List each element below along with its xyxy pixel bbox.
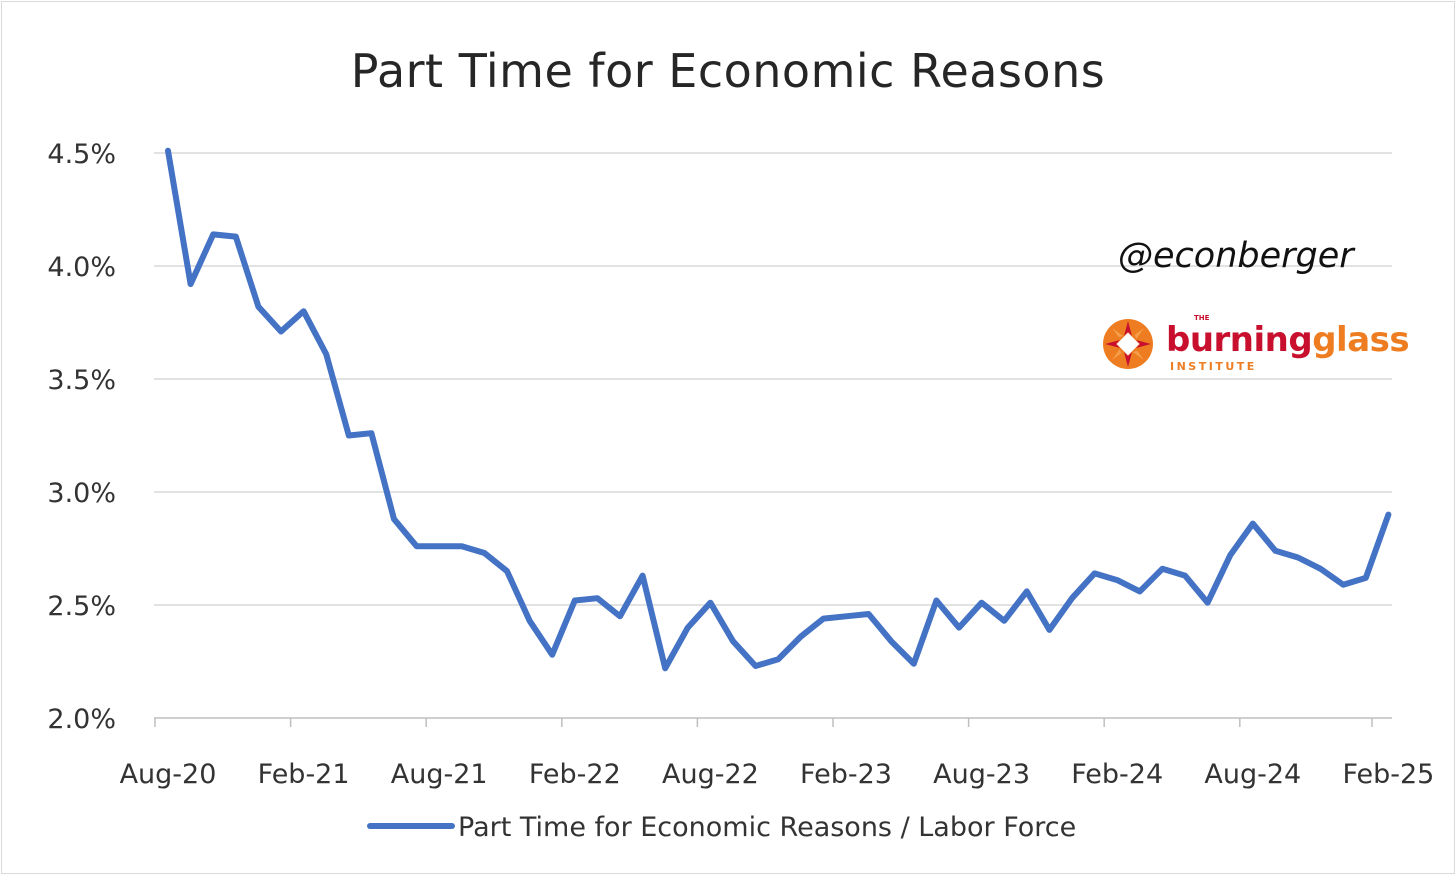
x-tick-label: Aug-24 bbox=[1204, 759, 1301, 790]
x-tick-label: Aug-22 bbox=[662, 759, 759, 790]
gridlines bbox=[154, 152, 1392, 606]
series-layer bbox=[165, 147, 1392, 672]
logo-institute: INSTITUTE bbox=[1170, 360, 1257, 373]
y-tick-label: 2.0% bbox=[47, 704, 116, 735]
logo-wordmark: burningglass bbox=[1166, 320, 1410, 360]
x-tick-label: Aug-20 bbox=[120, 759, 217, 790]
logo-word-burning: burning bbox=[1166, 320, 1313, 360]
series-line bbox=[165, 147, 1392, 672]
chart-title: Part Time for Economic Reasons bbox=[350, 44, 1106, 98]
starburst-icon bbox=[1103, 319, 1153, 369]
legend-label: Part Time for Economic Reasons / Labor F… bbox=[458, 812, 1076, 843]
x-tick-label: Aug-23 bbox=[933, 759, 1030, 790]
legend: Part Time for Economic Reasons / Labor F… bbox=[367, 812, 1076, 843]
x-axis-ticks: Aug-20 Feb-21 Aug-21 Feb-22 Aug-22 Feb-23 Aug-… bbox=[120, 718, 1434, 790]
burning-glass-logo: THE burningglass INSTITUTE bbox=[1102, 314, 1422, 378]
y-tick-label: 3.5% bbox=[47, 365, 116, 396]
y-tick-label: 4.5% bbox=[47, 139, 116, 170]
x-tick-label: Feb-25 bbox=[1342, 759, 1434, 790]
x-tick-label: Aug-21 bbox=[391, 759, 488, 790]
x-tick-label: Feb-23 bbox=[800, 759, 892, 790]
logo-the: THE bbox=[1194, 314, 1210, 322]
y-tick-label: 4.0% bbox=[47, 252, 116, 283]
logo-word-glass: glass bbox=[1312, 320, 1410, 360]
author-handle: @econberger bbox=[1118, 236, 1354, 276]
x-tick-label: Feb-22 bbox=[529, 759, 621, 790]
x-tick-label: Feb-21 bbox=[258, 759, 350, 790]
y-tick-label: 2.5% bbox=[47, 591, 116, 622]
y-axis-ticks: 2.0% 2.5% 3.0% 3.5% 4.0% 4.5% bbox=[47, 139, 116, 735]
y-tick-label: 3.0% bbox=[47, 478, 116, 509]
x-tick-label: Feb-24 bbox=[1071, 759, 1163, 790]
